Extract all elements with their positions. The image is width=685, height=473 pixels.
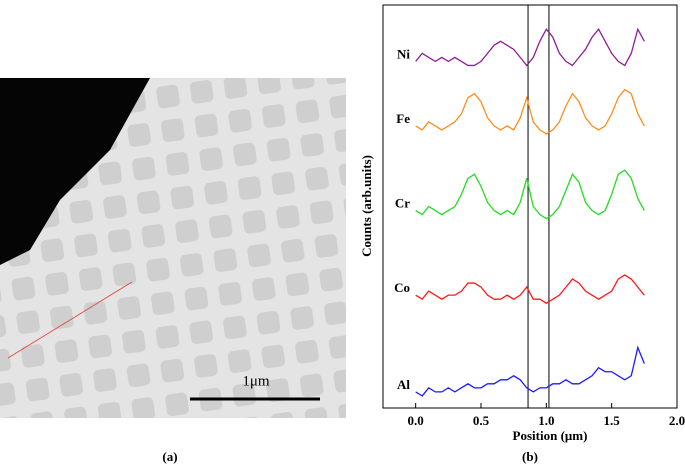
series-label: Cr	[395, 196, 410, 211]
series-line	[415, 345, 645, 397]
series-label: Co	[394, 280, 410, 295]
panel-label: (b)	[522, 449, 538, 464]
series-line	[415, 88, 645, 135]
series-label: Fe	[396, 111, 410, 126]
micrograph: 1μm	[0, 78, 346, 418]
x-tick-label: 1.5	[604, 413, 621, 428]
x-axis-label: Position (μm)	[513, 428, 588, 443]
x-tick-label: 0.0	[408, 413, 424, 428]
panel-label: (a)	[162, 449, 177, 464]
x-tick-label: 2.0	[669, 413, 685, 428]
dark-region	[0, 78, 150, 265]
y-axis-label: Counts (arb.units)	[359, 155, 374, 257]
series-label: Al	[397, 377, 410, 392]
x-tick-label: 1.0	[538, 413, 554, 428]
scale-bar-label: 1μm	[242, 373, 270, 389]
series-line	[415, 169, 645, 220]
x-tick-label: 0.5	[473, 413, 490, 428]
scan-line	[7, 281, 133, 359]
series-line	[415, 274, 645, 304]
series-line	[415, 27, 645, 67]
series-label: Ni	[397, 46, 410, 61]
plot-frame	[382, 4, 678, 409]
